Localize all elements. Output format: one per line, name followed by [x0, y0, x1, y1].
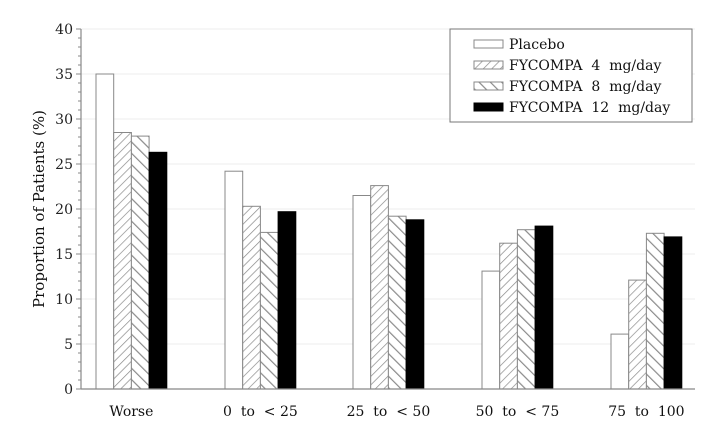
y-ticks: 0 5 10 15 20 25 30 35 40: [55, 22, 81, 398]
legend-label: FYCOMPA 8 mg/day: [509, 79, 661, 95]
bar-placebo-4: [610, 333, 630, 390]
legend: Placebo FYCOMPA 4 mg/day FYCOMPA 8 mg/day F…: [449, 28, 693, 123]
y-tick-label: 15: [55, 247, 73, 263]
bar-fycompa-4-mg-day-2: [370, 185, 389, 390]
legend-label: Placebo: [509, 37, 565, 53]
bar-fycompa-8-mg-day-3: [516, 229, 536, 390]
y-tick-label: 0: [64, 382, 73, 398]
bar-fycompa-12-mg-day-2: [405, 219, 425, 390]
bar-fycompa-8-mg-day-1: [259, 231, 279, 390]
legend-swatch: [473, 60, 504, 70]
bar-fycompa-8-mg-day-2: [387, 215, 407, 390]
x-tick-label: 25 to < 50: [347, 404, 431, 420]
legend-label: FYCOMPA 12 mg/day: [509, 100, 670, 116]
bar-fycompa-4-mg-day-0: [113, 132, 132, 390]
legend-swatch: [473, 81, 504, 91]
y-tick-label: 40: [55, 22, 73, 38]
x-tick-label: 75 to 100: [608, 404, 684, 420]
x-tick-label: 0 to < 25: [223, 404, 298, 420]
bar-placebo-3: [481, 270, 501, 390]
bar-placebo-0: [95, 73, 115, 390]
bar-fycompa-4-mg-day-4: [628, 279, 647, 390]
bar-fycompa-8-mg-day-4: [645, 232, 665, 390]
y-tick-label: 35: [55, 67, 73, 83]
y-tick-label: 10: [55, 292, 73, 308]
x-tick-label: Worse: [109, 404, 153, 420]
bar-placebo-1: [224, 170, 244, 390]
y-tick-label: 30: [55, 112, 73, 128]
x-tick-labels: Worse 0 to < 25 25 to < 50 50 to < 75 75 to …: [109, 404, 684, 420]
y-tick-label: 20: [55, 202, 73, 218]
bar-fycompa-4-mg-day-1: [242, 205, 261, 390]
y-axis-label: Proportion of Patients (%): [30, 110, 48, 308]
y-tick-label: 25: [55, 157, 73, 173]
bar-fycompa-12-mg-day-1: [277, 211, 297, 390]
legend-label: FYCOMPA 4 mg/day: [509, 58, 661, 74]
bar-placebo-2: [352, 195, 372, 390]
bar-fycompa-12-mg-day-0: [148, 151, 168, 390]
legend-swatch: [473, 39, 504, 49]
bar-fycompa-12-mg-day-4: [663, 236, 683, 390]
legend-swatch: [473, 102, 504, 112]
bar-fycompa-12-mg-day-3: [534, 225, 554, 390]
bar-fycompa-4-mg-day-3: [499, 242, 518, 390]
x-tick-label: 50 to < 75: [476, 404, 560, 420]
y-tick-label: 5: [64, 337, 73, 353]
bar-fycompa-8-mg-day-0: [130, 135, 150, 390]
